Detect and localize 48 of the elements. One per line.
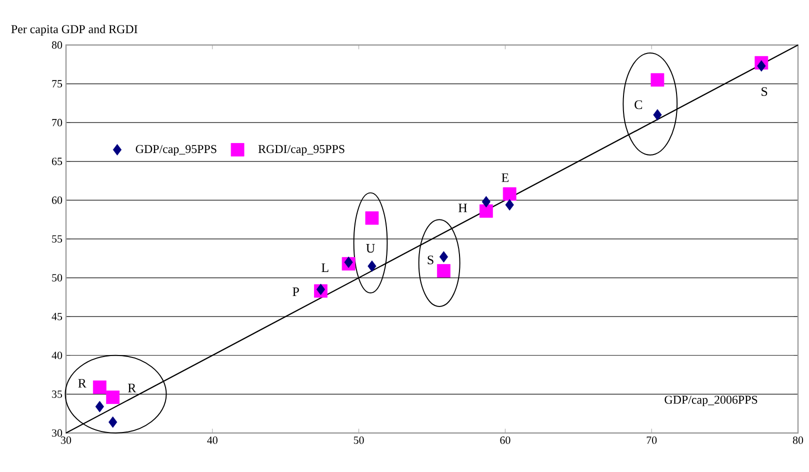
x-tick-label: 80 <box>792 436 804 444</box>
point <box>316 284 326 296</box>
y-tick-label: 35 <box>52 390 62 398</box>
point <box>482 196 490 208</box>
point <box>368 260 376 272</box>
legend-label: RGDI/cap_95PPS <box>258 145 344 156</box>
x-tick-label: 50 <box>354 436 364 444</box>
point <box>92 380 106 394</box>
y-tick-label: 40 <box>52 352 62 360</box>
x-tick-label: 40 <box>207 436 218 444</box>
y-axis-title: Per capita GDP and RGDI <box>11 24 138 36</box>
annotation: P <box>292 288 299 296</box>
point <box>437 264 450 278</box>
y-tick-label: 70 <box>52 118 62 126</box>
point <box>106 390 120 404</box>
annotation: L <box>322 263 328 272</box>
point <box>650 73 664 87</box>
point <box>653 109 662 121</box>
annotation: U <box>366 244 375 253</box>
x-axis-title: GDP/cap_2006PPS <box>664 396 758 406</box>
point <box>505 199 514 211</box>
x-tick-label: 30 <box>61 436 72 444</box>
point <box>502 187 516 201</box>
y-tick-label: 75 <box>52 80 62 88</box>
point <box>365 211 379 225</box>
annotation: R <box>78 379 86 388</box>
point <box>479 204 493 218</box>
point <box>108 416 118 428</box>
y-tick-label: 50 <box>52 274 62 282</box>
point <box>757 60 766 72</box>
y-tick-label: 80 <box>52 41 62 49</box>
annotation: C <box>634 100 642 110</box>
annotation: E <box>502 173 509 182</box>
point <box>344 256 353 268</box>
annotation: S <box>762 87 768 96</box>
y-tick-label: 45 <box>52 312 62 320</box>
annotation: S <box>428 256 434 264</box>
y-tick-label: 65 <box>52 158 62 166</box>
y-tick-label: 30 <box>52 429 62 437</box>
point <box>95 400 104 412</box>
legend-label: GDP/cap_95PPS <box>136 145 216 156</box>
annotation: R <box>128 384 136 392</box>
point <box>439 251 448 263</box>
y-tick-label: 60 <box>52 196 62 204</box>
x-tick-label: 70 <box>646 436 657 444</box>
y-tick-label: 55 <box>52 235 62 243</box>
annotation: H <box>458 204 468 212</box>
x-tick-label: 60 <box>500 436 510 444</box>
